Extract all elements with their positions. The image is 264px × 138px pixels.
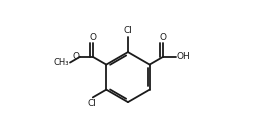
Text: O: O	[72, 52, 79, 61]
Text: CH₃: CH₃	[54, 58, 69, 67]
Text: Cl: Cl	[124, 26, 132, 35]
Text: O: O	[159, 33, 167, 42]
Text: O: O	[89, 33, 96, 42]
Text: Cl: Cl	[88, 99, 97, 108]
Text: OH: OH	[177, 52, 190, 61]
